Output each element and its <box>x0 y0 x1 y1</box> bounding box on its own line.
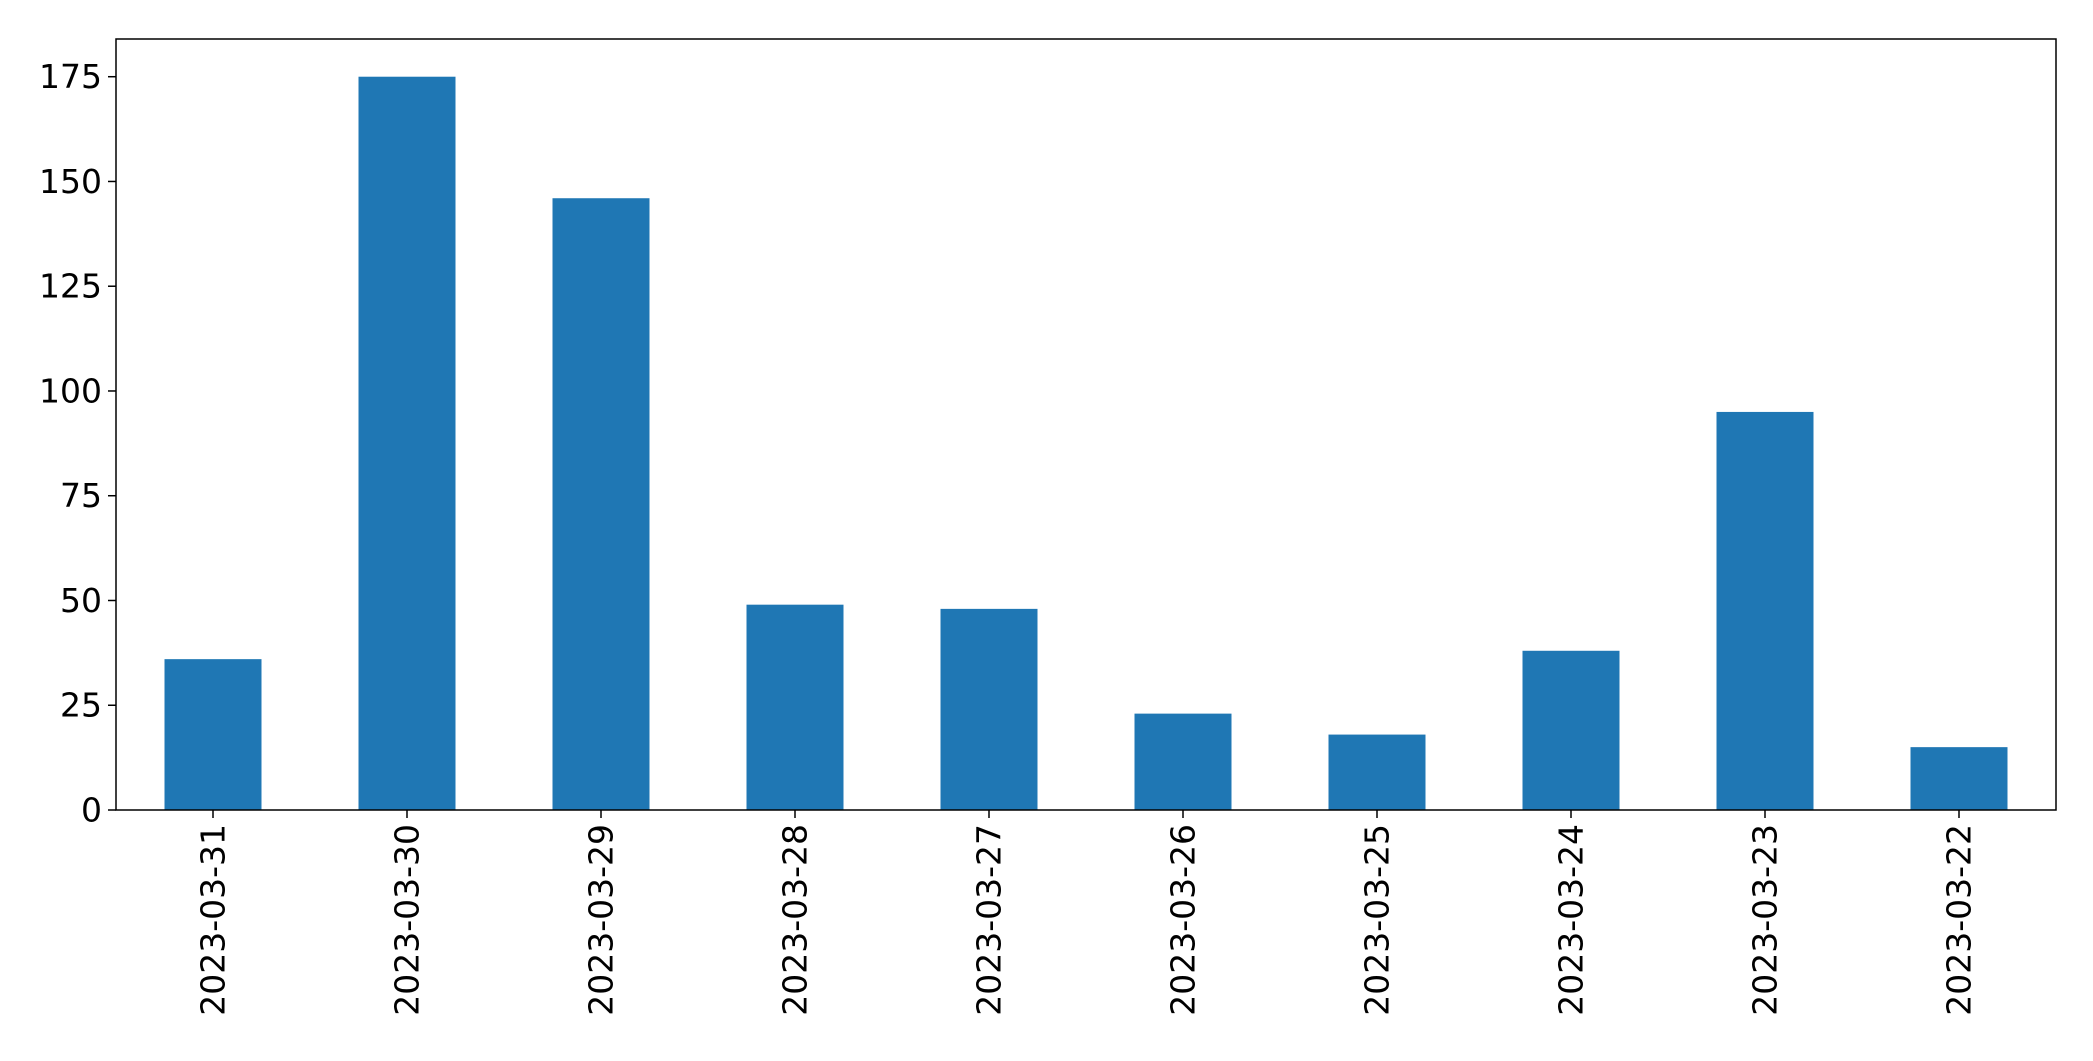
x-tick-label: 2023-03-31 <box>194 824 233 1016</box>
bar-2023-03-24 <box>1522 650 1620 810</box>
x-tick-label: 2023-03-26 <box>1164 824 1203 1016</box>
x-tick-label: 2023-03-25 <box>1358 824 1397 1016</box>
bar-2023-03-25 <box>1328 734 1426 810</box>
y-tick-label: 75 <box>60 476 102 515</box>
y-tick-label: 25 <box>60 686 102 725</box>
x-tick-label: 2023-03-29 <box>582 824 621 1016</box>
bar-2023-03-26 <box>1134 713 1232 810</box>
y-tick-label: 0 <box>81 791 102 830</box>
bar-2023-03-23 <box>1716 411 1814 810</box>
bar-2023-03-30 <box>358 76 456 810</box>
x-tick-label: 2023-03-24 <box>1552 824 1591 1016</box>
x-tick-label: 2023-03-23 <box>1746 824 1785 1016</box>
x-tick-label: 2023-03-30 <box>388 824 427 1016</box>
x-tick-label: 2023-03-28 <box>776 824 815 1016</box>
bar-2023-03-27 <box>940 608 1038 810</box>
y-tick-label: 125 <box>39 267 102 306</box>
y-tick-label: 100 <box>39 371 102 410</box>
y-axis: 0 25 50 75 100 125 150 175 <box>39 57 116 830</box>
x-tick-label: 2023-03-22 <box>1940 824 1979 1016</box>
y-tick-label: 150 <box>39 162 102 201</box>
bar-2023-03-29 <box>552 198 650 810</box>
x-axis: 2023-03-31 2023-03-30 2023-03-29 2023-03-28… <box>194 810 1979 1016</box>
bar-2023-03-31 <box>164 659 262 810</box>
bar-2023-03-28 <box>746 604 844 810</box>
bars-layer <box>164 76 2008 810</box>
plot-area-frame <box>115 38 2057 811</box>
y-tick-label: 50 <box>60 581 102 620</box>
y-tick-label: 175 <box>39 57 102 96</box>
x-tick-label: 2023-03-27 <box>970 824 1009 1016</box>
bar-2023-03-22 <box>1910 747 2008 810</box>
